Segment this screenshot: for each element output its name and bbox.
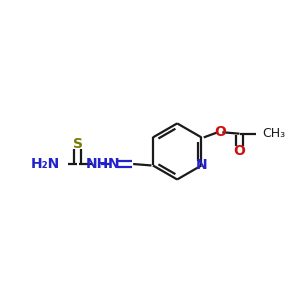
Text: N: N bbox=[196, 158, 207, 172]
Text: CH₃: CH₃ bbox=[262, 127, 286, 140]
Text: NH: NH bbox=[85, 157, 109, 171]
Text: O: O bbox=[214, 125, 226, 139]
Text: N: N bbox=[108, 157, 119, 171]
Text: O: O bbox=[234, 144, 245, 158]
Text: H₂N: H₂N bbox=[31, 157, 60, 171]
Text: S: S bbox=[73, 137, 83, 151]
